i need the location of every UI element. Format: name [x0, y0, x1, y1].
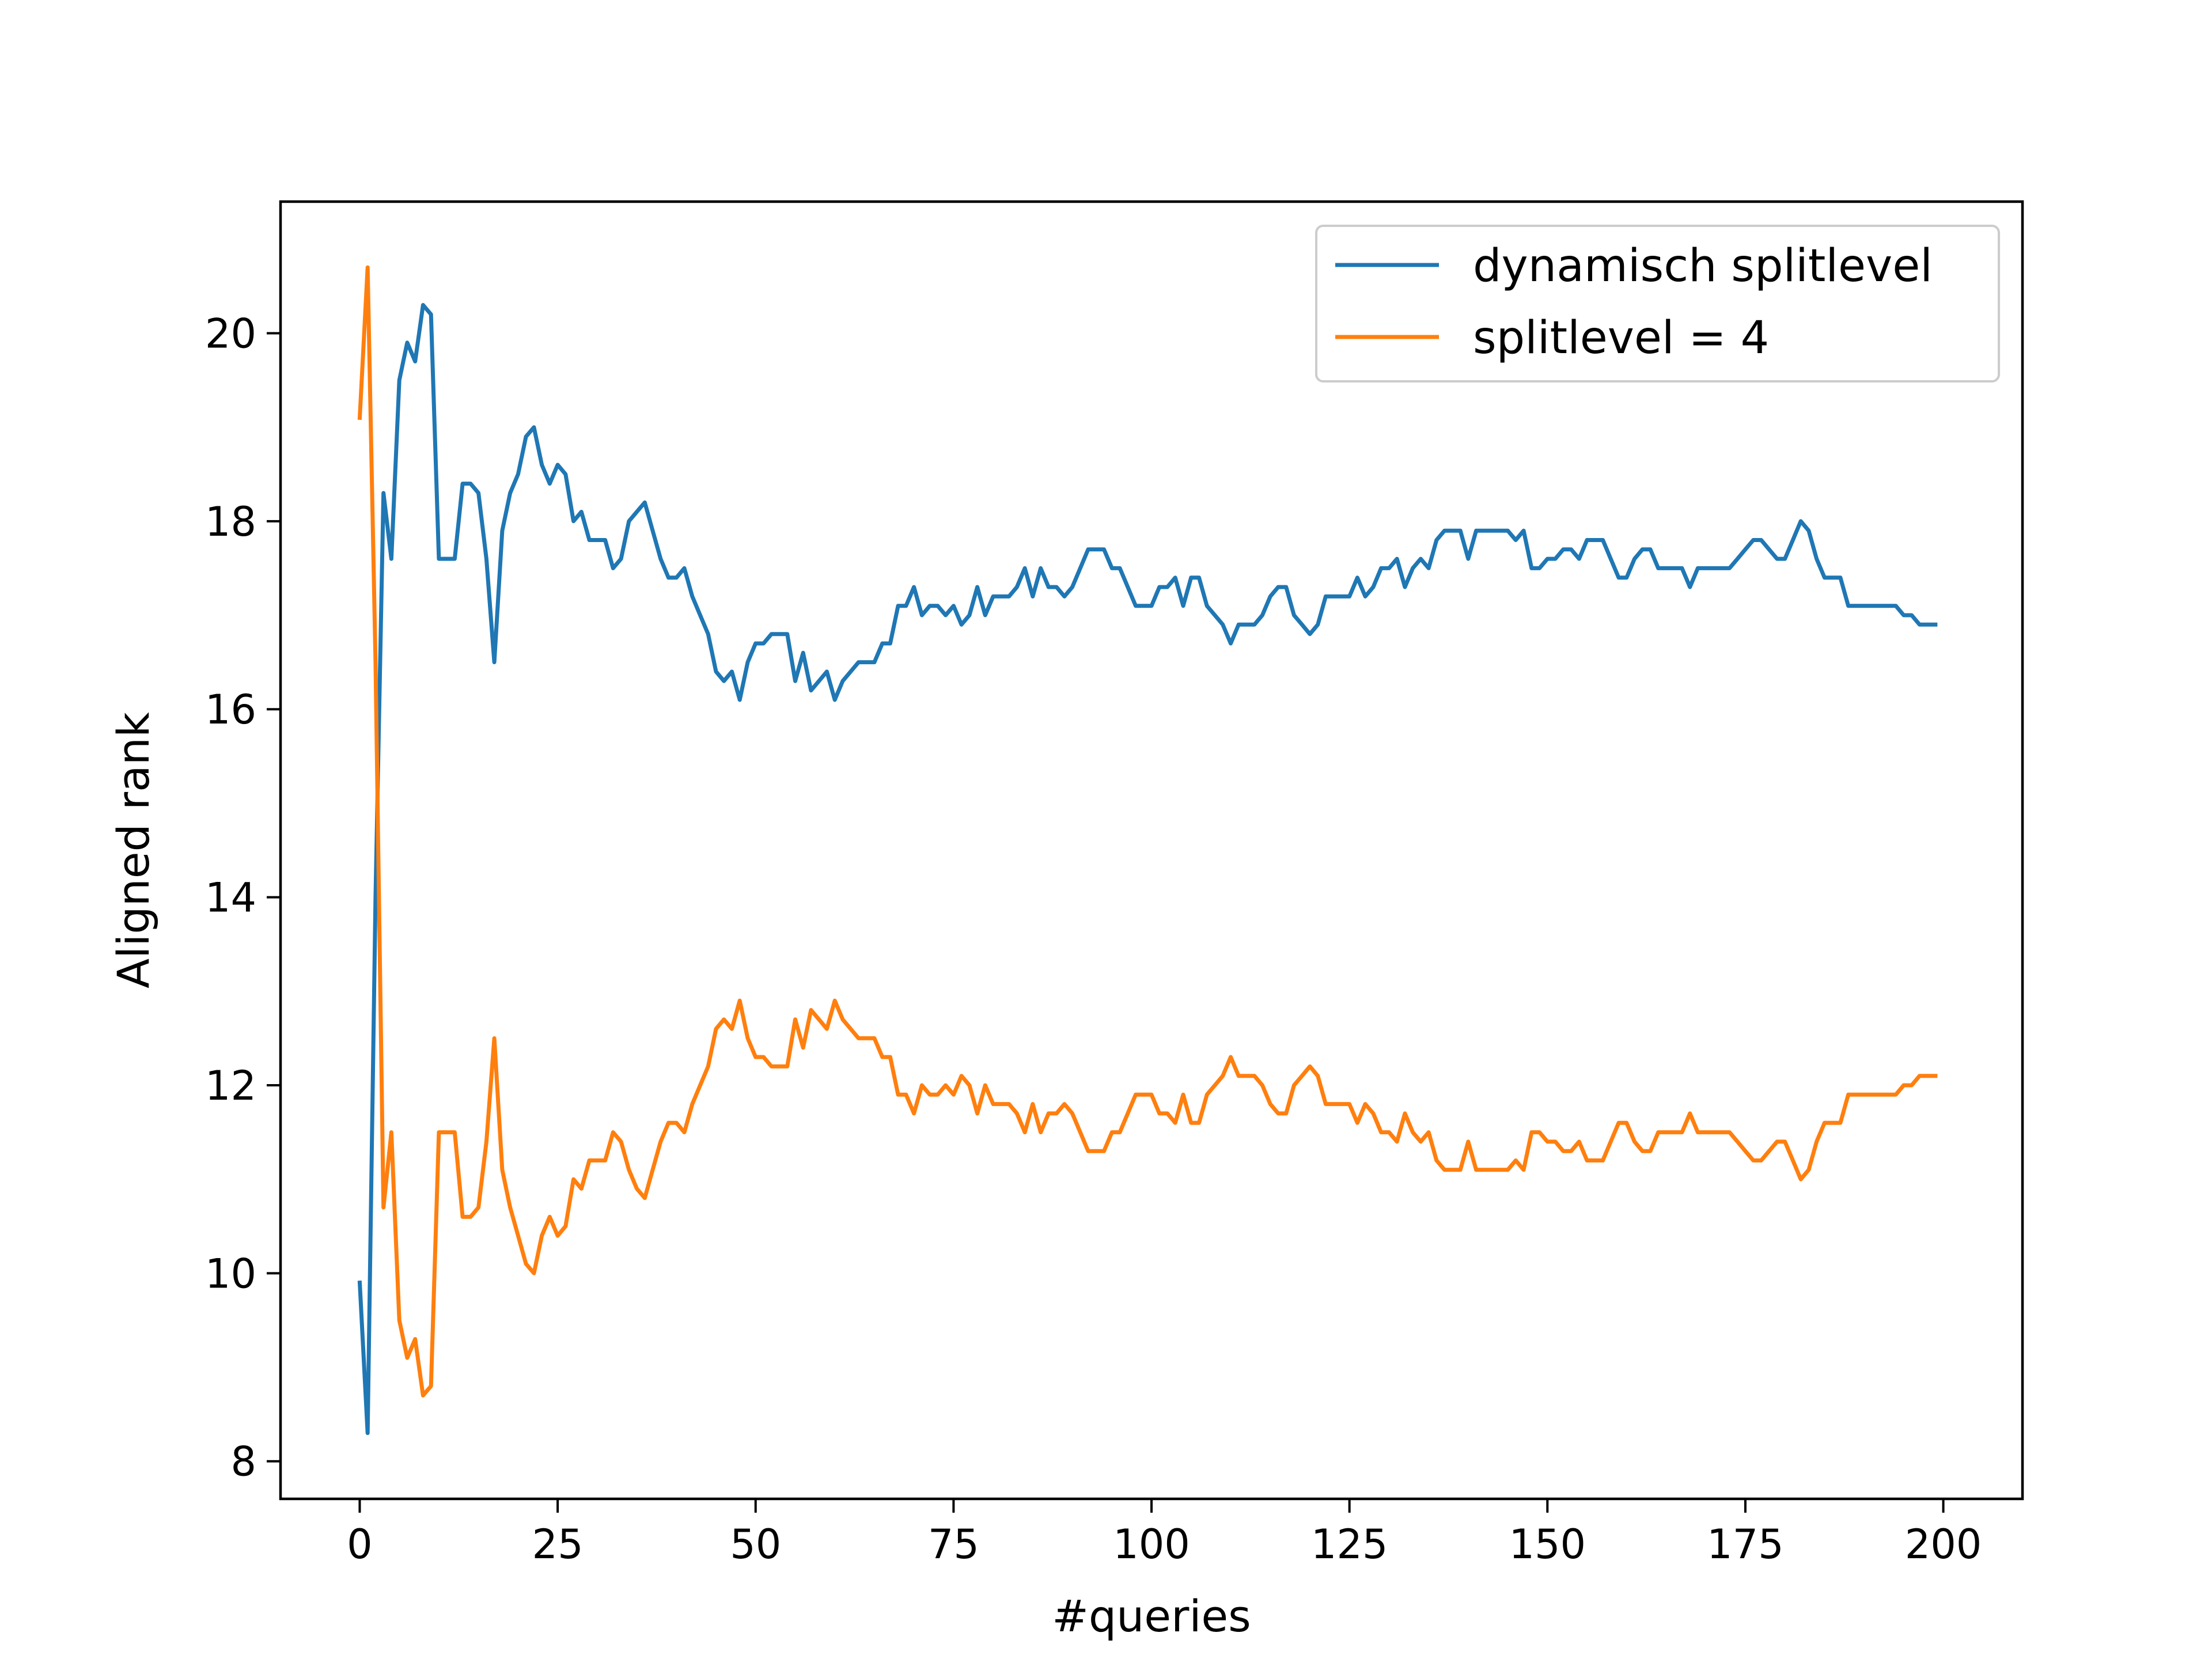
x-tick-label: 50 — [730, 1521, 781, 1568]
series-line-1 — [357, 303, 1938, 1435]
y-tick-label: 18 — [205, 498, 256, 546]
legend-box — [1315, 225, 2000, 382]
legend-label-1: dynamisch splitlevel — [1473, 240, 1933, 292]
y-axis-label: Aligned rank — [108, 712, 159, 988]
x-tick-label: 175 — [1707, 1521, 1784, 1568]
y-tick-label: 14 — [205, 874, 256, 922]
y-tick-label: 12 — [205, 1062, 256, 1109]
x-tick-label: 25 — [532, 1521, 584, 1568]
x-axis-ticks: 0 25 50 75 100 125 150 175 200 — [347, 1499, 1982, 1568]
x-tick-label: 200 — [1905, 1521, 1982, 1568]
x-tick-label: 100 — [1113, 1521, 1190, 1568]
y-tick-label: 16 — [205, 686, 256, 733]
y-tick-label: 10 — [205, 1250, 256, 1297]
x-tick-label: 0 — [347, 1521, 373, 1568]
x-tick-label: 75 — [928, 1521, 979, 1568]
y-axis-ticks: 8 10 12 14 16 18 20 — [205, 310, 281, 1486]
y-tick-label: 20 — [205, 310, 256, 357]
x-axis-label: #queries — [1052, 1590, 1251, 1642]
x-tick-label: 125 — [1311, 1521, 1388, 1568]
series-lines — [357, 265, 1938, 1435]
x-tick-label: 150 — [1509, 1521, 1586, 1568]
series-line-2 — [357, 265, 1938, 1397]
y-tick-label: 8 — [230, 1438, 256, 1486]
legend-label-2: splitlevel = 4 — [1473, 312, 1769, 364]
legend: dynamisch splitlevel splitlevel = 4 — [1315, 225, 2000, 382]
